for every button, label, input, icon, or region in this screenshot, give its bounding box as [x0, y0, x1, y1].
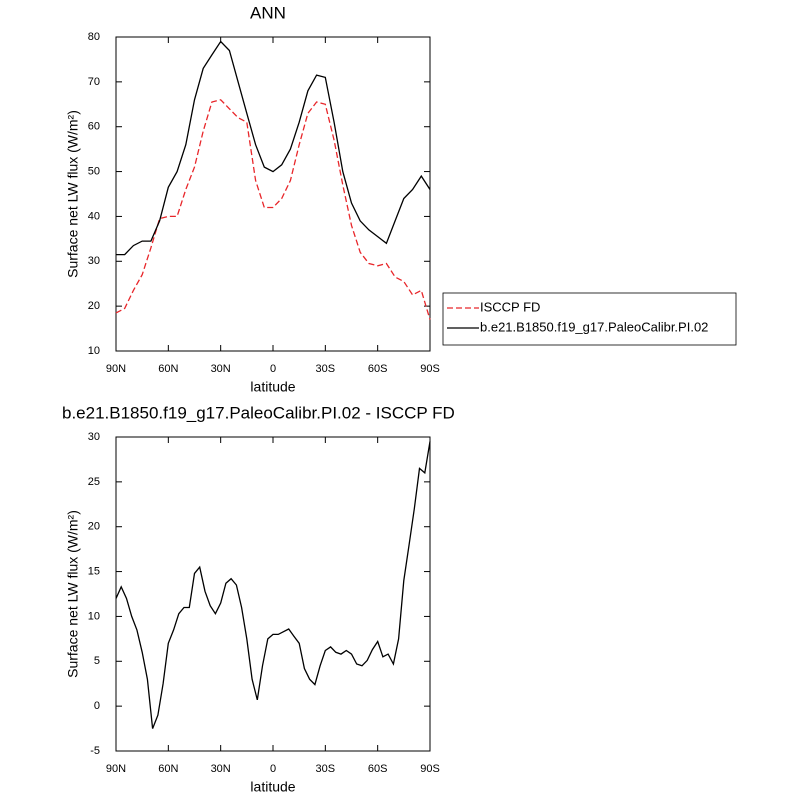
y-tick-label: 30 — [88, 431, 100, 443]
y-axis-label: Surface net LW flux (W/m²) — [65, 510, 81, 678]
data-line — [115, 441, 431, 729]
data-line — [115, 99, 431, 320]
chart-title: b.e21.B1850.f19_g17.PaleoCalibr.PI.02 - … — [62, 403, 455, 422]
x-tick-label: 90N — [106, 363, 126, 375]
x-tick-label: 90S — [420, 763, 440, 775]
x-tick-label: 90N — [106, 763, 126, 775]
x-tick-label: 90S — [420, 363, 440, 375]
x-tick-label: 60S — [368, 363, 388, 375]
x-tick-label: 60N — [158, 363, 178, 375]
x-axis-label: latitude — [250, 779, 295, 795]
y-tick-label: 0 — [94, 700, 100, 712]
x-tick-label: 30S — [316, 363, 336, 375]
x-tick-label: 30N — [211, 363, 231, 375]
legend-label: b.e21.B1850.f19_g17.PaleoCalibr.PI.02 — [480, 319, 708, 334]
y-tick-label: 70 — [88, 76, 100, 88]
y-tick-label: 60 — [88, 121, 100, 133]
y-tick-label: 5 — [94, 655, 100, 667]
y-tick-label: 50 — [88, 165, 100, 177]
y-axis-label: Surface net LW flux (W/m²) — [65, 110, 81, 278]
y-tick-label: 15 — [88, 565, 100, 577]
x-tick-label: 0 — [270, 363, 276, 375]
plot-frame — [115, 36, 431, 352]
chart-title: ANN — [250, 3, 286, 22]
y-tick-label: 30 — [88, 255, 100, 267]
x-tick-label: 60S — [368, 763, 388, 775]
y-tick-label: 40 — [88, 210, 100, 222]
plot-frame — [115, 436, 431, 752]
x-tick-label: 30N — [211, 763, 231, 775]
x-axis-label: latitude — [250, 379, 295, 395]
data-line — [116, 40, 431, 256]
y-tick-label: 80 — [88, 31, 100, 43]
x-tick-label: 60N — [158, 763, 178, 775]
x-tick-label: 30S — [316, 763, 336, 775]
legend-box — [442, 292, 737, 346]
y-tick-label: 20 — [88, 521, 100, 533]
legend-label: ISCCP FD — [480, 299, 540, 314]
y-tick-label: 10 — [88, 610, 100, 622]
y-tick-label: 10 — [88, 345, 100, 357]
y-tick-label: 25 — [88, 476, 100, 488]
y-tick-label: 20 — [88, 300, 100, 312]
y-tick-label: -5 — [90, 745, 100, 757]
x-tick-label: 0 — [270, 763, 276, 775]
